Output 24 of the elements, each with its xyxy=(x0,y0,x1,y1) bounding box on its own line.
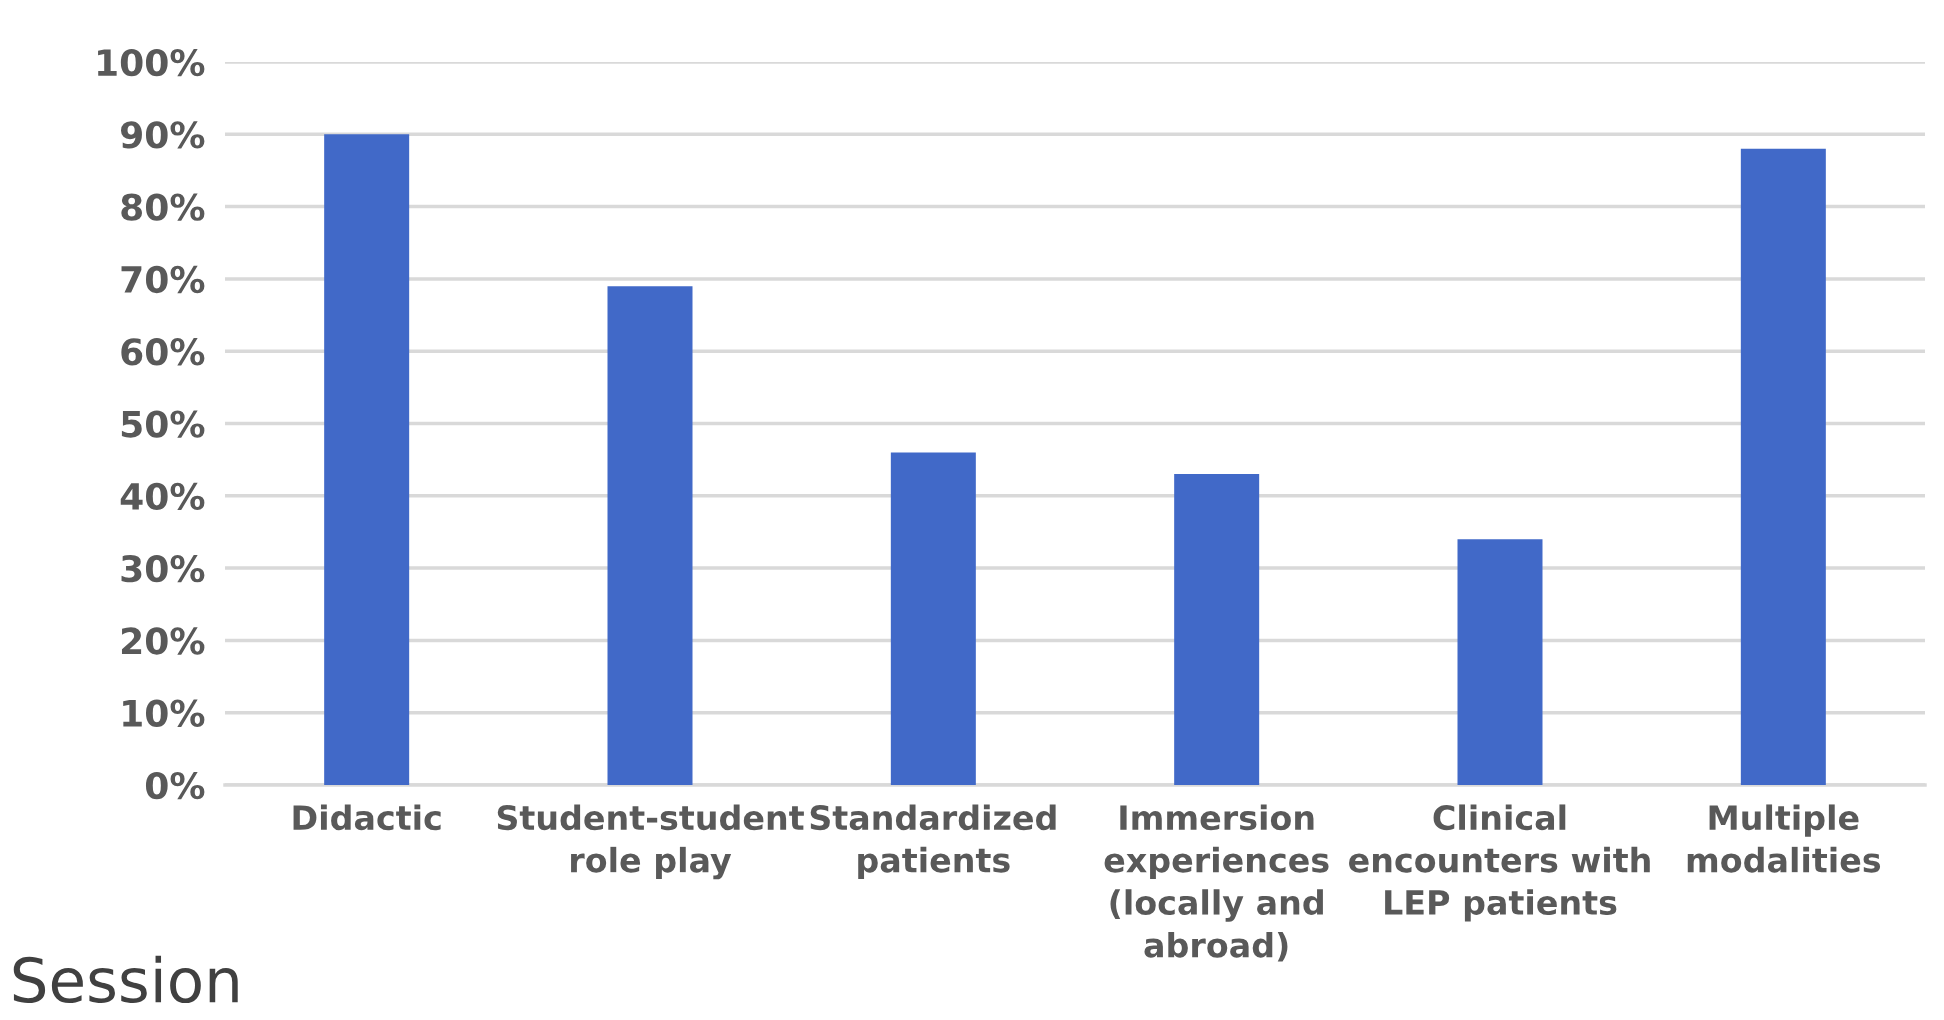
x-tick-label: Multiple modalities xyxy=(1687,804,1881,873)
x-tick-label: Student-student role play xyxy=(497,804,804,880)
bar xyxy=(607,286,693,785)
y-tick-label: 70% xyxy=(121,265,205,294)
y-tick-label: 40% xyxy=(120,482,205,511)
x-tick-label: Clinical encounters with LEP patients xyxy=(1349,804,1650,922)
bar xyxy=(324,134,410,785)
bar xyxy=(1740,148,1826,785)
y-tick-label: 60% xyxy=(121,338,205,366)
bar xyxy=(1457,539,1543,785)
bar xyxy=(1174,474,1260,785)
y-tick-label: 0% xyxy=(145,771,205,800)
y-tick-label: 20% xyxy=(121,627,205,655)
y-tick-label: 30% xyxy=(121,555,205,583)
x-tick-label: Standardized patients xyxy=(810,804,1056,880)
x-tick-label: Immersion experiences (locally and abroad) xyxy=(1104,804,1329,962)
y-tick-label: 90% xyxy=(120,121,205,149)
text: Session xyxy=(13,955,238,1004)
y-tick-label: 80% xyxy=(121,193,205,221)
bar xyxy=(890,452,976,785)
y-tick-label: 100% xyxy=(98,48,205,77)
y-tick-label: 10% xyxy=(123,699,205,727)
x-tick-label: Didactic xyxy=(293,804,441,831)
y-tick-label: 50% xyxy=(121,410,205,438)
